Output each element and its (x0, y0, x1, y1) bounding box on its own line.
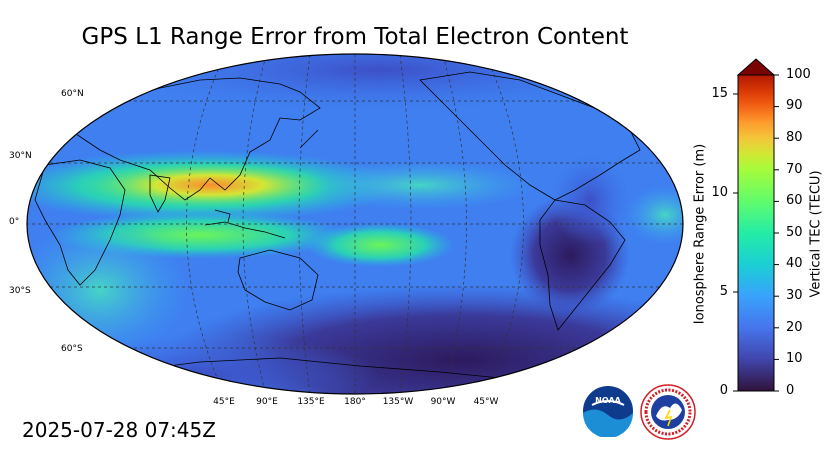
tec-tick-90: 90 (786, 98, 803, 113)
tec-tick-80: 80 (786, 130, 803, 145)
range-tick-0: 0 (719, 383, 728, 398)
lon-label-135w: 135°W (382, 397, 414, 407)
colorbar-scale (733, 58, 779, 392)
colorbar: 15 10 5 0 100 90 80 70 60 50 40 30 20 10… (690, 40, 830, 410)
tec-tick-100: 100 (786, 67, 811, 82)
nws-logo (640, 384, 696, 440)
lon-label-90e: 90°E (256, 397, 278, 407)
noaa-logo-text: NOAA (595, 396, 621, 405)
lat-label-30n: 30°N (9, 151, 32, 161)
timestamp: 2025-07-28 07:45Z (22, 418, 216, 442)
map-title: GPS L1 Range Error from Total Electron C… (81, 24, 629, 50)
lat-label-60s: 60°S (61, 344, 83, 354)
lon-label-135e: 135°E (297, 397, 325, 407)
range-tick-15: 15 (711, 86, 728, 101)
lon-label-90w: 90°W (430, 397, 456, 407)
tec-tick-60: 60 (786, 193, 803, 208)
lon-label-180: 180° (344, 397, 366, 407)
lat-label-30s: 30°S (9, 286, 31, 296)
tec-tick-50: 50 (786, 225, 803, 240)
colorbar-extend-arrow (736, 58, 776, 76)
noaa-logo: NOAA (583, 386, 633, 437)
range-error-axis-label: Ionosphere Range Error (m) (692, 143, 708, 325)
tec-map (26, 53, 684, 395)
lat-label-0: 0° (9, 217, 20, 227)
tec-tick-10: 10 (786, 351, 803, 366)
range-tick-5: 5 (719, 284, 728, 299)
range-tick-10: 10 (711, 185, 728, 200)
tec-tick-40: 40 (786, 256, 803, 271)
tec-axis-label: Vertical TEC (TECU) (808, 170, 824, 298)
tec-tick-70: 70 (786, 162, 803, 177)
tec-tick-20: 20 (786, 320, 803, 335)
tec-tick-0: 0 (786, 383, 795, 398)
lon-label-45w: 45°W (473, 397, 499, 407)
lon-label-45e: 45°E (213, 397, 235, 407)
lat-label-60n: 60°N (61, 89, 84, 99)
tec-tick-30: 30 (786, 288, 803, 303)
